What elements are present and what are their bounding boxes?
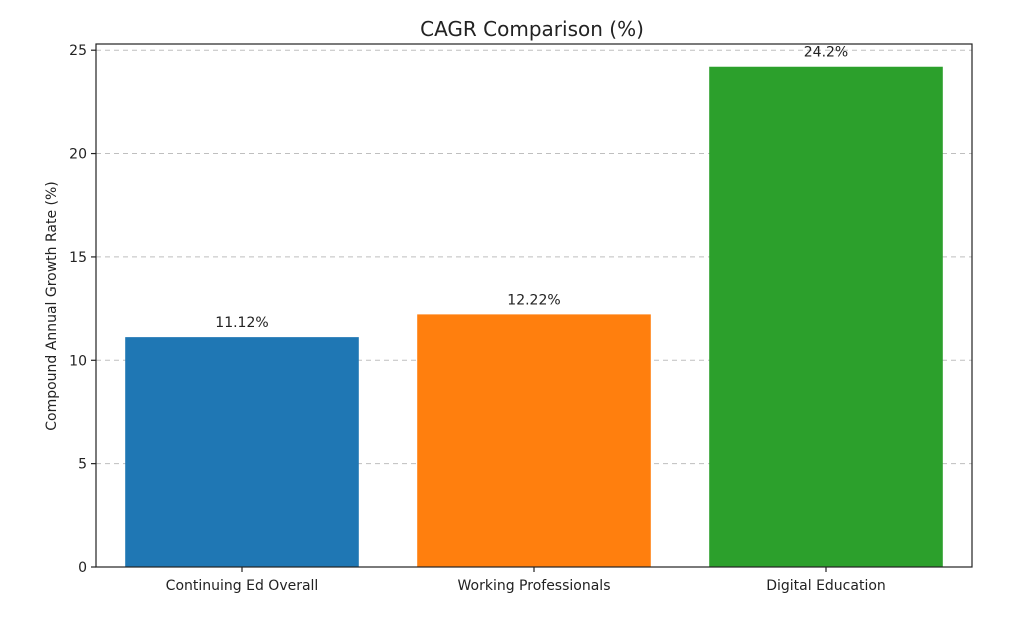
y-tick-label-1: 5 [78, 457, 87, 473]
bar-0 [125, 337, 359, 567]
y-tick-label-4: 20 [69, 147, 87, 163]
x-tick-label-0: Continuing Ed Overall [166, 578, 319, 594]
data-label-0: 11.12% [215, 315, 268, 331]
y-axis-label: Compound Annual Growth Rate (%) [44, 181, 60, 431]
bar-2 [709, 66, 943, 567]
x-tick-label-1: Working Professionals [458, 578, 611, 594]
x-ticks: Continuing Ed Overall Working Professiona… [166, 567, 886, 594]
data-label-2: 24.2% [804, 45, 848, 61]
y-tick-label-0: 0 [78, 560, 87, 576]
y-tick-label-5: 25 [69, 43, 87, 59]
data-label-1: 12.22% [507, 292, 560, 308]
y-tick-label-3: 15 [69, 250, 87, 266]
x-tick-label-2: Digital Education [766, 578, 886, 594]
bar-1 [417, 314, 651, 567]
y-ticks: 0 5 10 15 20 25 [69, 43, 96, 576]
y-tick-label-2: 10 [69, 353, 87, 369]
bars [125, 66, 943, 567]
data-labels: 11.12% 12.22% 24.2% [215, 45, 848, 331]
chart-title: CAGR Comparison (%) [420, 17, 644, 41]
